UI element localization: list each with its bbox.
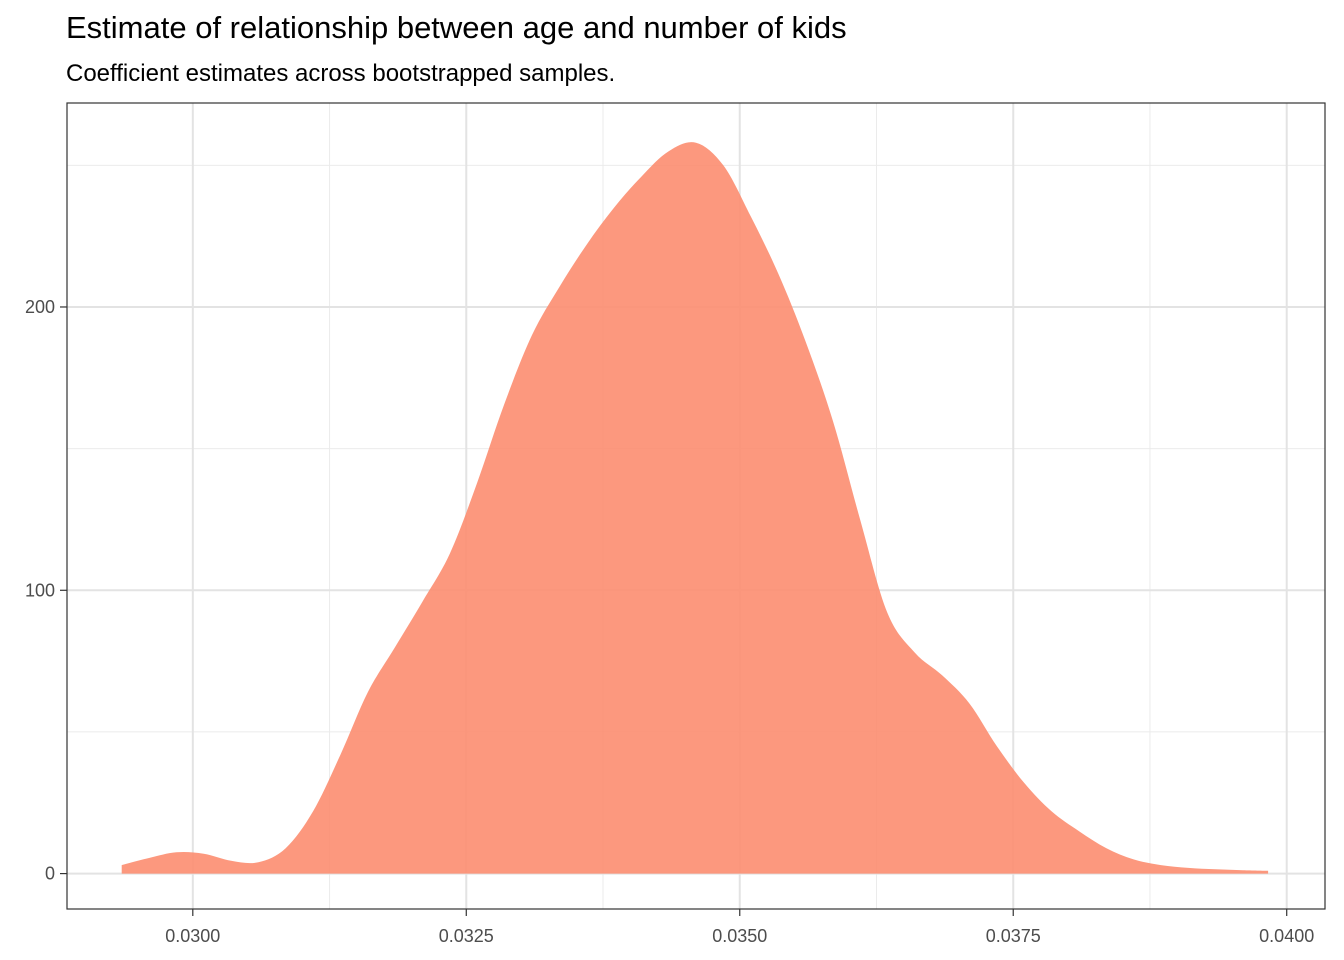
chart-title: Estimate of relationship between age and… <box>66 10 847 45</box>
x-tick-label: 0.0400 <box>1259 926 1314 946</box>
y-tick-label: 200 <box>25 297 55 317</box>
x-tick-label: 0.0325 <box>439 926 494 946</box>
x-tick-label: 0.0375 <box>986 926 1041 946</box>
y-axis: 0 100 200 <box>25 297 67 884</box>
x-axis: 0.0300 0.0325 0.0350 0.0375 0.0400 <box>165 909 1314 946</box>
y-tick-label: 100 <box>25 580 55 600</box>
panel-border <box>66 102 1326 910</box>
y-tick-label: 0 <box>45 864 55 884</box>
chart-subtitle: Coefficient estimates across bootstrappe… <box>66 60 616 87</box>
x-tick-label: 0.0300 <box>165 926 220 946</box>
density-area <box>121 142 1269 874</box>
x-tick-label: 0.0350 <box>712 926 767 946</box>
